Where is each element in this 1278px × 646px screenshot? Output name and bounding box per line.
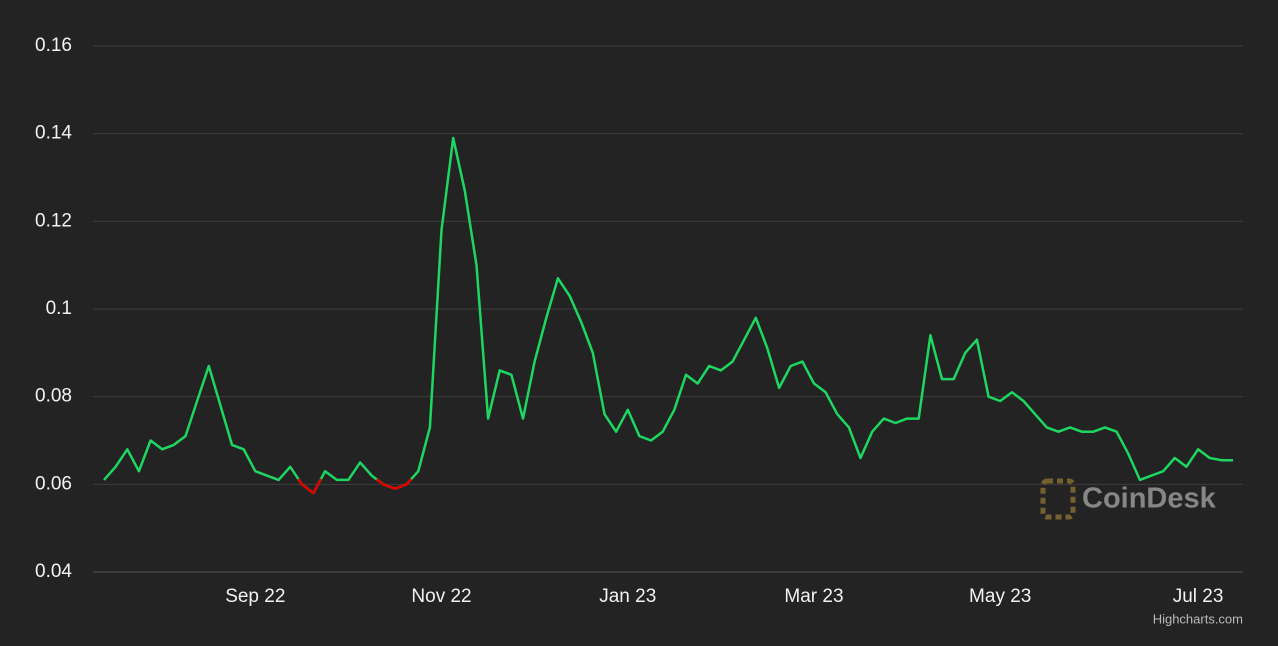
y-tick-label: 0.1 bbox=[46, 298, 72, 319]
y-tick-label: 0.12 bbox=[35, 210, 72, 231]
x-tick-label: Jan 23 bbox=[599, 586, 656, 607]
watermark: CoinDesk bbox=[1040, 478, 1217, 520]
y-tick-label: 0.16 bbox=[35, 35, 72, 56]
line-segment-below bbox=[382, 483, 397, 490]
watermark-logo bbox=[1040, 478, 1076, 520]
credits: Highcharts.com bbox=[1153, 611, 1243, 626]
watermark-text: CoinDesk bbox=[1082, 483, 1217, 515]
line-segment-below bbox=[300, 483, 315, 495]
x-tick-label: Mar 23 bbox=[784, 586, 843, 607]
y-tick-label: 0.08 bbox=[35, 386, 72, 407]
line-segment-below bbox=[405, 478, 412, 486]
y-tick-label: 0.06 bbox=[35, 473, 72, 494]
line-segment-below bbox=[393, 483, 408, 490]
x-tick-label: Nov 22 bbox=[411, 586, 471, 607]
y-tick-label: 0.14 bbox=[35, 123, 72, 144]
line-series bbox=[103, 136, 1233, 495]
x-tick-label: Sep 22 bbox=[225, 586, 285, 607]
line-segment-below bbox=[312, 478, 322, 495]
x-tick-label: May 23 bbox=[969, 586, 1031, 607]
x-tick-label: Jul 23 bbox=[1173, 586, 1224, 607]
y-tick-label: 0.04 bbox=[35, 561, 72, 582]
